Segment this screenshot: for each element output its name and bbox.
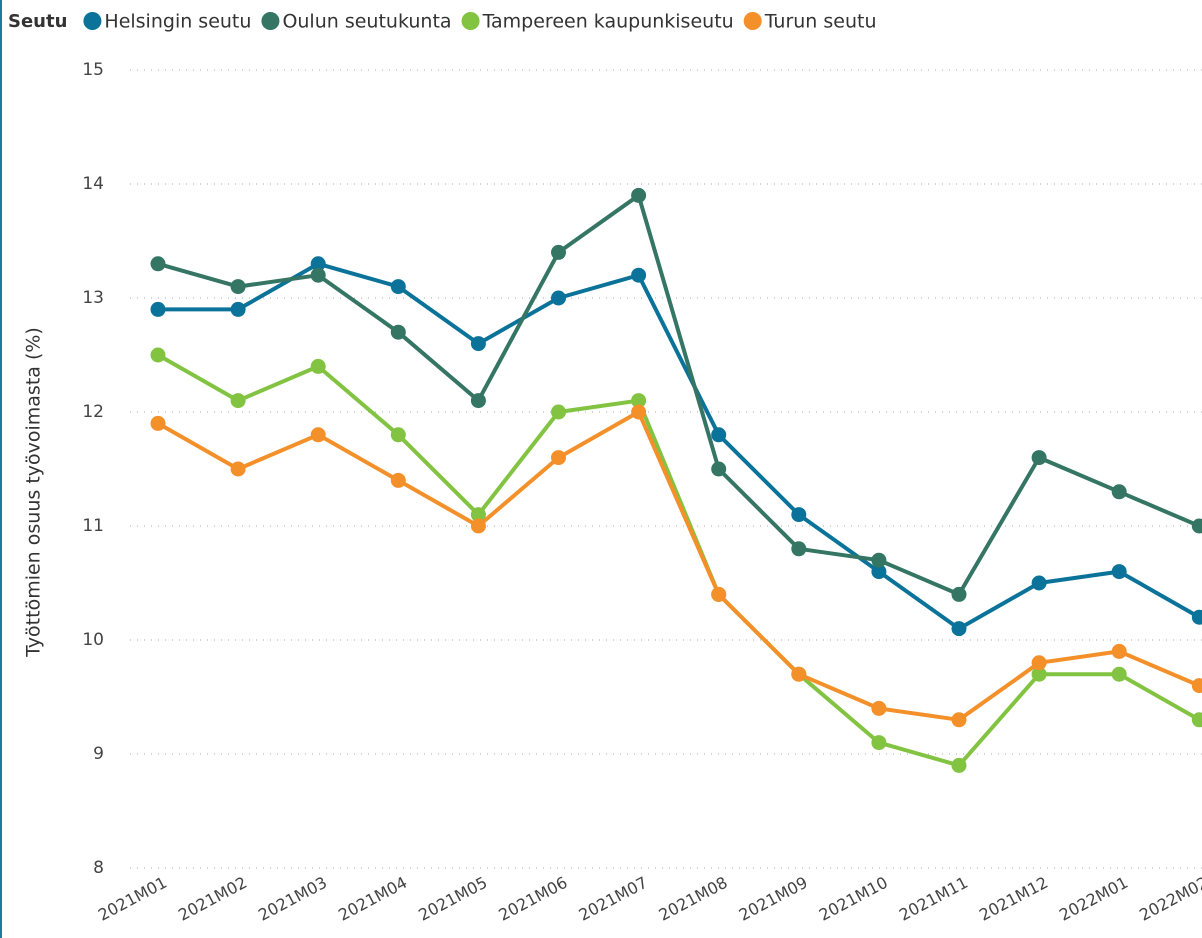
x-tick-label: 2021M10 bbox=[816, 873, 891, 925]
data-point bbox=[1031, 450, 1047, 466]
data-point bbox=[1031, 655, 1047, 671]
data-point bbox=[470, 507, 486, 523]
data-point bbox=[631, 267, 647, 283]
data-point bbox=[871, 700, 887, 716]
data-point bbox=[631, 404, 647, 420]
data-point bbox=[230, 301, 246, 317]
data-point bbox=[951, 757, 967, 773]
data-point bbox=[390, 279, 406, 295]
data-point bbox=[390, 324, 406, 340]
x-tick-label: 2021M04 bbox=[335, 873, 410, 925]
data-point bbox=[551, 244, 566, 260]
legend-marker bbox=[461, 12, 480, 30]
data-point bbox=[791, 666, 807, 682]
data-point bbox=[150, 347, 166, 363]
series-line bbox=[157, 353, 1201, 768]
legend-label: Helsingin seutu bbox=[104, 11, 251, 33]
data-point bbox=[310, 358, 326, 374]
y-tick-label: 10 bbox=[82, 630, 104, 650]
y-tick-label: 9 bbox=[93, 744, 104, 764]
data-point bbox=[230, 393, 246, 409]
data-point bbox=[1111, 643, 1127, 659]
x-tick-label: 2021M02 bbox=[175, 873, 250, 925]
data-point bbox=[470, 393, 486, 409]
legend-label: Turun seutu bbox=[764, 11, 877, 33]
x-tick-label: 2021M06 bbox=[495, 873, 570, 925]
y-tick-label: 12 bbox=[82, 402, 104, 422]
y-axis-title: Työttömien osuus työvoimasta (%) bbox=[23, 327, 45, 658]
data-point bbox=[390, 427, 406, 443]
data-point bbox=[791, 507, 807, 523]
x-tick-label: 2021M08 bbox=[656, 873, 731, 925]
data-point bbox=[150, 256, 166, 272]
data-point bbox=[470, 336, 486, 352]
x-tick-label: 2022M02 bbox=[1136, 873, 1202, 925]
series-line bbox=[157, 193, 1201, 597]
data-point bbox=[1191, 712, 1202, 728]
data-point bbox=[1031, 575, 1047, 591]
data-point bbox=[310, 256, 326, 272]
legend-marker bbox=[83, 12, 102, 30]
legend-title: Seutu bbox=[8, 11, 67, 32]
legend-marker bbox=[743, 12, 762, 30]
data-point bbox=[310, 267, 326, 283]
data-point bbox=[631, 393, 647, 409]
data-point bbox=[1191, 678, 1202, 694]
x-tick-label: 2021M07 bbox=[576, 873, 651, 925]
data-point bbox=[711, 461, 727, 477]
data-point bbox=[631, 187, 647, 203]
y-tick-label: 14 bbox=[82, 174, 104, 194]
data-point bbox=[951, 712, 967, 728]
data-point bbox=[1191, 609, 1202, 625]
x-tick-label: 2021M05 bbox=[415, 873, 490, 925]
x-tick-label: 2021M03 bbox=[255, 873, 330, 925]
data-point bbox=[871, 552, 887, 568]
data-point bbox=[551, 450, 566, 466]
x-tick-label: 2021M09 bbox=[736, 873, 811, 925]
legend-label: Oulun seutukunta bbox=[282, 11, 451, 33]
data-point bbox=[230, 279, 246, 295]
legend-label: Tampereen kaupunkiseutu bbox=[482, 11, 734, 33]
x-tick-label: 2021M12 bbox=[976, 873, 1051, 925]
data-point bbox=[791, 541, 807, 557]
data-point bbox=[310, 427, 326, 443]
series-line bbox=[157, 410, 1201, 722]
data-point bbox=[1191, 518, 1202, 534]
data-point bbox=[951, 586, 967, 602]
x-tick-label: 2021M11 bbox=[896, 873, 971, 925]
y-tick-label: 11 bbox=[82, 516, 104, 536]
data-point bbox=[230, 461, 246, 477]
data-point bbox=[551, 290, 566, 306]
data-point bbox=[871, 735, 887, 751]
data-point bbox=[150, 301, 166, 317]
data-point bbox=[1111, 564, 1127, 580]
data-point bbox=[551, 404, 566, 420]
data-point bbox=[1031, 666, 1047, 682]
data-point bbox=[150, 415, 166, 431]
y-tick-label: 13 bbox=[82, 288, 104, 308]
y-tick-label: 15 bbox=[82, 60, 104, 80]
series-line bbox=[158, 261, 1201, 631]
data-point bbox=[951, 621, 967, 637]
data-point bbox=[711, 427, 727, 443]
data-point bbox=[871, 564, 887, 580]
x-tick-label: 2021M01 bbox=[95, 873, 170, 925]
y-tick-label: 8 bbox=[93, 858, 104, 878]
data-point bbox=[1111, 484, 1127, 500]
x-tick-label: 2022M01 bbox=[1056, 873, 1131, 925]
data-point bbox=[711, 586, 727, 602]
data-point bbox=[1111, 666, 1127, 682]
data-point bbox=[470, 518, 486, 534]
legend-marker bbox=[261, 12, 280, 30]
data-point bbox=[390, 472, 406, 488]
